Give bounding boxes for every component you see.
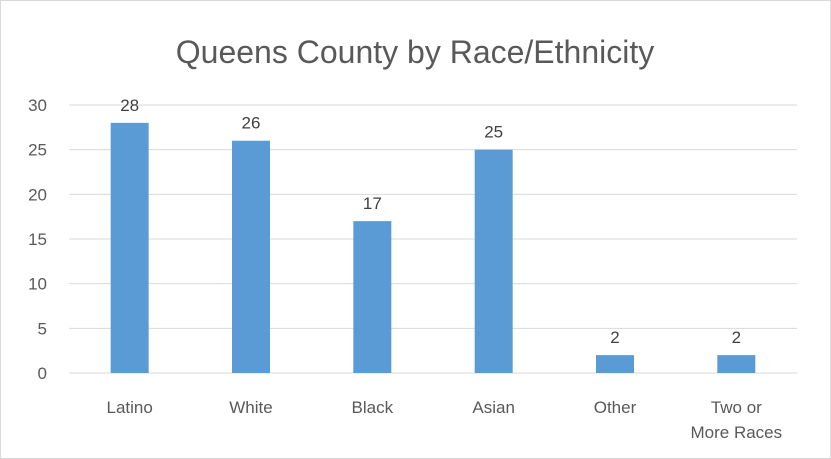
data-label: 28 <box>120 96 139 115</box>
y-axis-ticks: 0 5 10 15 20 25 30 <box>28 96 47 383</box>
x-tick-label: White <box>229 398 272 417</box>
y-tick-label: 15 <box>28 230 47 249</box>
bar <box>717 355 756 373</box>
x-tick-label: Black <box>352 398 394 417</box>
y-tick-label: 10 <box>28 275 47 294</box>
y-tick-label: 20 <box>28 185 47 204</box>
x-tick-label: Other <box>594 398 637 417</box>
x-axis-ticks: Latino White Black Asian Other Two or More Rac… <box>107 398 783 442</box>
bar <box>596 355 634 373</box>
x-tick-label: Latino <box>107 398 153 417</box>
data-label: 25 <box>484 123 503 142</box>
chart-title: Queens County by Race/Ethnicity <box>176 34 654 70</box>
x-tick-label: Asian <box>472 398 515 417</box>
x-tick-label: Two or <box>711 398 762 417</box>
gridlines <box>69 104 797 374</box>
y-tick-label: 5 <box>38 319 47 338</box>
y-tick-label: 0 <box>38 364 47 383</box>
bar <box>474 149 513 373</box>
data-label: 2 <box>610 328 619 347</box>
data-label: 17 <box>363 194 382 213</box>
data-label: 2 <box>732 328 741 347</box>
bar <box>232 140 270 373</box>
y-tick-label: 25 <box>28 141 47 160</box>
bars <box>110 122 756 373</box>
bar <box>353 221 392 373</box>
data-label: 26 <box>242 114 261 133</box>
x-tick-label: More Races <box>691 423 783 442</box>
y-tick-label: 30 <box>28 96 47 115</box>
data-labels: 28 26 17 25 2 2 <box>120 96 741 347</box>
bar <box>110 122 149 373</box>
